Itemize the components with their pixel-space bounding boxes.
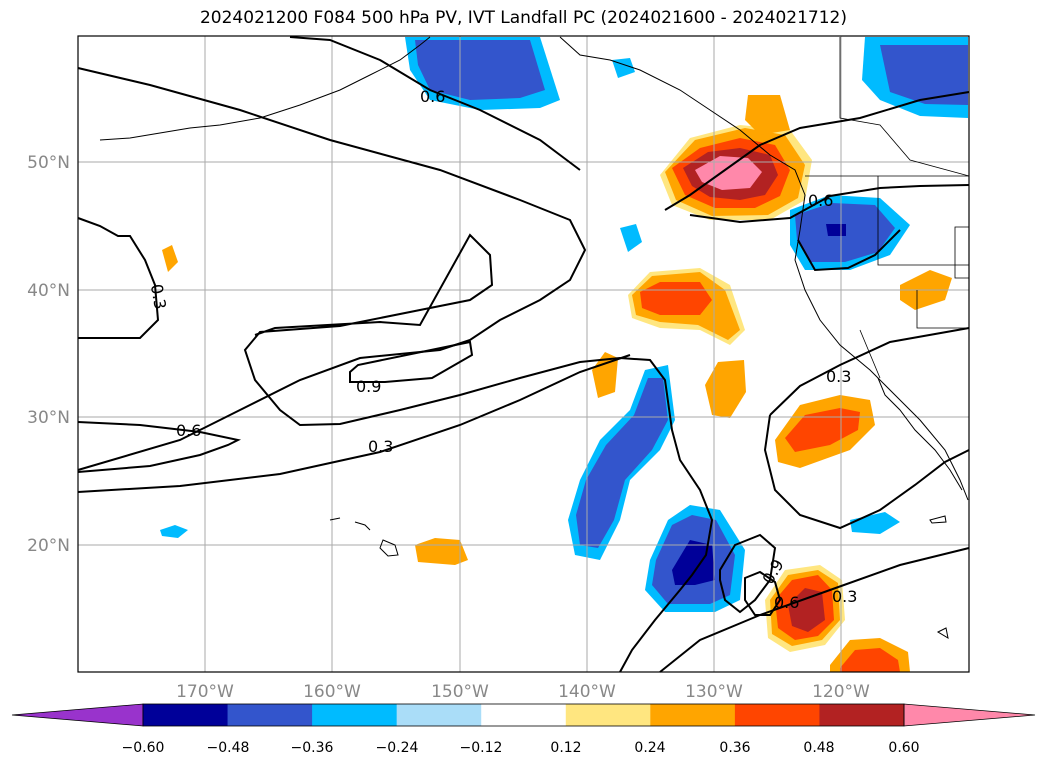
colorbar-tick-labels: −0.60 −0.48 −0.36 −0.24 −0.12 0.12 0.24 … — [122, 740, 920, 756]
lon-label: 140°W — [558, 682, 616, 702]
colorbar-segment — [227, 704, 313, 726]
colorbar-segment — [312, 704, 398, 726]
colorbar-extend-high — [903, 703, 1036, 727]
lon-label: 160°W — [303, 682, 361, 702]
lon-label: 120°W — [812, 682, 870, 702]
colorbar-tick-label: 0.36 — [719, 740, 750, 756]
colorbar-frame — [142, 703, 905, 727]
colorbar-segment — [819, 704, 905, 726]
lat-label: 30°N — [27, 408, 70, 428]
colorbar-tick-label: −0.12 — [460, 740, 503, 756]
contour-label: 0.9 — [356, 377, 381, 396]
colorbar-segment — [734, 704, 820, 726]
contour-label: 0.6 — [176, 421, 201, 440]
lon-label: 170°W — [176, 682, 234, 702]
lon-label: 150°W — [431, 682, 489, 702]
contour-label: 0.6 — [774, 593, 799, 612]
colorbar-segment — [650, 704, 736, 726]
lon-label: 130°W — [685, 682, 743, 702]
colorbar-tick-label: 0.24 — [634, 740, 665, 756]
map-frame — [77, 35, 970, 673]
political-boundaries — [805, 37, 970, 379]
lat-label: 20°N — [27, 536, 70, 556]
colorbar-tick-label: −0.60 — [122, 740, 165, 756]
contour-label: 0.3 — [832, 587, 857, 606]
colorbar-tick-label: −0.24 — [376, 740, 419, 756]
colorbar-tick-label: −0.36 — [291, 740, 334, 756]
colorbar-tick-label: 0.12 — [550, 740, 581, 756]
contour-label: 0.6 — [808, 191, 833, 210]
colorbar — [11, 703, 1036, 727]
contour-label: 0.3 — [368, 437, 393, 456]
contour-label: 0.3 — [147, 283, 170, 311]
colorbar-segment — [396, 704, 482, 726]
coastlines — [99, 36, 969, 640]
colorbar-tick-label: −0.48 — [207, 740, 250, 756]
contour-label: 0.6 — [420, 87, 445, 106]
contour-label: 0.3 — [826, 367, 851, 386]
longitude-labels: 170°W 160°W 150°W 140°W 130°W 120°W — [176, 682, 870, 702]
lat-label: 40°N — [27, 281, 70, 301]
colorbar-tick-label: 0.60 — [888, 740, 919, 756]
lat-label: 50°N — [27, 153, 70, 173]
colorbar-segment — [565, 704, 651, 726]
colorbar-segment — [143, 704, 229, 726]
filled-anomaly-regions — [160, 37, 968, 672]
plot-title: 2024021200 F084 500 hPa PV, IVT Landfall… — [199, 8, 847, 28]
colorbar-segment — [481, 704, 567, 726]
colorbar-extend-low — [11, 703, 144, 727]
latitude-labels: 50°N 40°N 30°N 20°N — [27, 153, 70, 556]
colorbar-tick-label: 0.48 — [803, 740, 834, 756]
contour-lines — [77, 36, 970, 673]
